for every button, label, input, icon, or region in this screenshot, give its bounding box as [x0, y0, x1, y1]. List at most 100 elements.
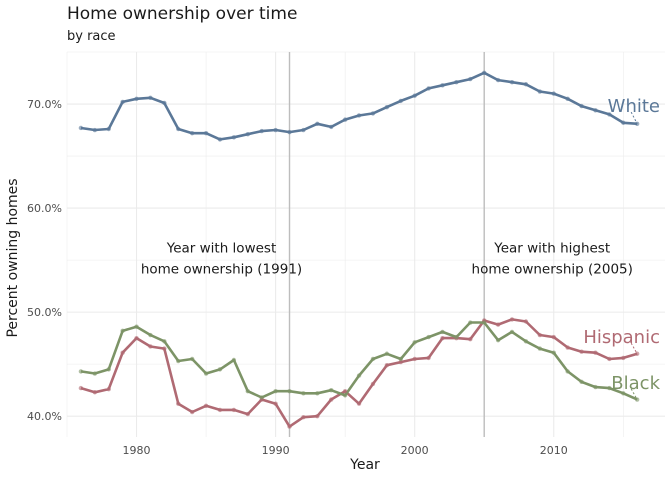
- x-axis-label: Year: [349, 457, 380, 473]
- annotation-text: Year with highest: [493, 241, 610, 257]
- data-point-black: [287, 389, 292, 394]
- series-labels: White Hispanic Black: [583, 96, 661, 400]
- data-point-white: [301, 127, 306, 133]
- annotation-text: Year with lowest: [166, 241, 277, 257]
- x-tick-label: 1990: [262, 444, 290, 457]
- data-point-hispanic: [203, 403, 209, 408]
- x-tick-label: 2000: [401, 444, 429, 457]
- data-point-black: [176, 358, 181, 364]
- data-point-black: [370, 356, 376, 362]
- data-point-black: [245, 389, 250, 394]
- data-point-white: [495, 77, 501, 83]
- data-point-white: [342, 117, 348, 122]
- data-point-white: [412, 93, 417, 98]
- data-point-hispanic: [551, 334, 556, 340]
- data-point-white: [523, 82, 529, 87]
- data-point-black: [106, 367, 111, 372]
- data-point-white: [551, 91, 556, 96]
- annotation-text: home ownership (2005): [472, 262, 633, 278]
- data-point-hispanic: [189, 409, 195, 415]
- data-point-white: [217, 137, 223, 142]
- data-point-white: [398, 98, 403, 104]
- data-point-white: [176, 126, 181, 132]
- data-point-black: [579, 379, 584, 385]
- data-point-black: [454, 334, 459, 340]
- data-point-white: [607, 112, 612, 117]
- data-point-hispanic: [301, 415, 306, 420]
- data-point-white: [426, 86, 431, 91]
- data-point-black: [384, 351, 390, 356]
- data-point-hispanic: [120, 350, 125, 355]
- data-point-white: [78, 125, 84, 131]
- data-point-hispanic: [565, 345, 570, 350]
- data-point-white: [454, 79, 459, 85]
- data-point-black: [301, 391, 306, 396]
- data-point-black: [509, 329, 515, 335]
- data-point-hispanic: [162, 346, 167, 351]
- y-tick-label: 70.0%: [27, 98, 62, 111]
- y-tick-label: 40.0%: [27, 410, 62, 423]
- data-point-black: [495, 338, 501, 343]
- data-point-white: [162, 100, 167, 106]
- data-point-white: [273, 127, 278, 133]
- data-point-black: [537, 346, 543, 351]
- data-point-white: [315, 121, 320, 126]
- data-point-hispanic: [384, 363, 390, 368]
- data-point-black: [356, 373, 362, 378]
- data-point-white: [287, 129, 292, 135]
- data-point-hispanic: [523, 319, 529, 324]
- data-point-black: [551, 350, 556, 355]
- annotations: Year with lowest home ownership (1991) Yea…: [141, 241, 633, 278]
- data-point-hispanic: [537, 332, 543, 338]
- data-point-hispanic: [148, 344, 153, 349]
- data-point-white: [621, 120, 626, 125]
- y-tick-label: 50.0%: [27, 306, 62, 319]
- data-point-hispanic: [426, 355, 431, 361]
- series-label-black: Black: [611, 373, 660, 394]
- data-point-white: [537, 89, 543, 94]
- data-point-white: [203, 130, 209, 136]
- data-point-white: [509, 79, 515, 85]
- data-point-white: [370, 111, 376, 116]
- data-point-white: [468, 76, 473, 82]
- data-point-white: [634, 121, 640, 126]
- x-tick-label: 2010: [540, 444, 568, 457]
- data-point-hispanic: [231, 407, 237, 413]
- data-point-hispanic: [329, 397, 334, 402]
- data-point-hispanic: [621, 355, 626, 361]
- data-point-black: [329, 387, 334, 393]
- data-point-hispanic: [593, 350, 598, 355]
- data-point-hispanic: [356, 401, 362, 406]
- series-label-white: White: [608, 96, 660, 117]
- data-point-black: [259, 395, 264, 400]
- series-label-hispanic: Hispanic: [583, 327, 660, 348]
- data-point-hispanic: [92, 390, 98, 395]
- data-point-hispanic: [495, 322, 501, 327]
- chart-title: Home ownership over time: [67, 4, 298, 24]
- data-point-white: [245, 132, 250, 137]
- data-point-black: [440, 329, 445, 335]
- data-point-white: [148, 95, 153, 100]
- data-point-black: [607, 385, 612, 391]
- data-point-hispanic: [287, 424, 292, 429]
- data-point-hispanic: [370, 381, 376, 387]
- data-point-hispanic: [342, 389, 348, 394]
- annotation-text: home ownership (1991): [141, 262, 302, 278]
- data-point-hispanic: [440, 335, 445, 341]
- data-point-hispanic: [579, 349, 584, 354]
- data-point-black: [273, 389, 278, 394]
- data-point-white: [482, 70, 487, 76]
- data-point-black: [621, 391, 626, 396]
- data-point-black: [342, 393, 348, 398]
- y-tick-label: 60.0%: [27, 202, 62, 215]
- data-point-black: [565, 369, 570, 374]
- data-point-white: [92, 127, 98, 133]
- data-point-hispanic: [273, 401, 278, 406]
- data-point-black: [593, 384, 598, 390]
- reference-lines: [288, 52, 485, 437]
- x-tick-label: 1980: [123, 444, 151, 457]
- y-axis-ticks: 40.0% 50.0% 60.0% 70.0%: [27, 98, 62, 423]
- data-point-white: [565, 96, 570, 102]
- data-point-hispanic: [176, 401, 181, 406]
